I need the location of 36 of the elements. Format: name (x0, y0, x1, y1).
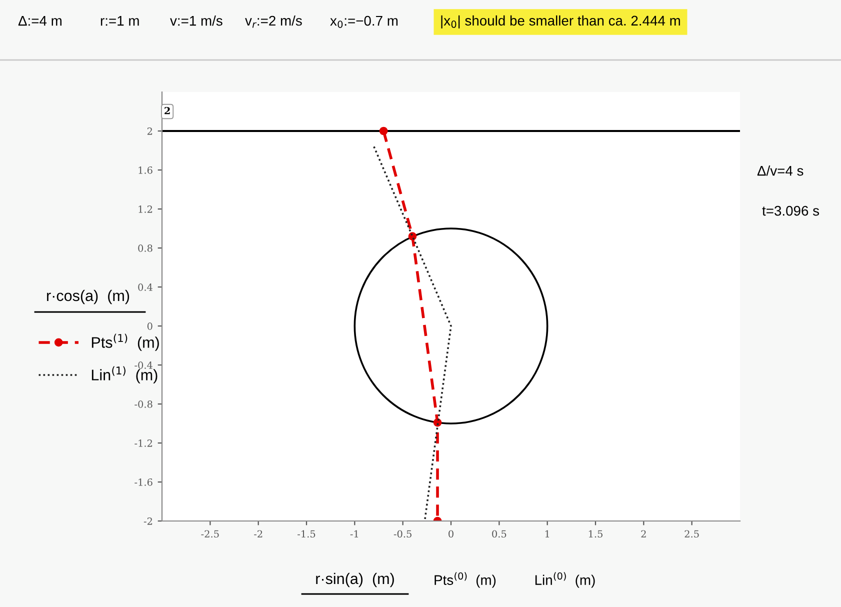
y-tick-label: -0.8 (134, 400, 152, 408)
ref-line-label: 2 (164, 106, 170, 114)
y-tick-label: -1.2 (134, 439, 152, 447)
text: x$_{0}$:=−0.7 m (330, 16, 398, 28)
x-tick-label: -1.5 (298, 530, 316, 538)
y-axis-title: r·cos(a) (m) (47, 290, 130, 304)
x-tick-label: 2.5 (684, 530, 699, 538)
x-tick-label: 0.5 (492, 530, 506, 538)
text: Δ:=4 m (18, 16, 62, 26)
x-tick-label: -2 (254, 530, 262, 538)
text: Lin$^{(0)}$ (m) (535, 572, 595, 588)
text: v$_{r}$:=2 m/s (245, 15, 302, 28)
x-tick-label: 1 (545, 530, 550, 538)
x-tick-label: 0 (448, 530, 454, 538)
y-tick-label: 1.2 (138, 205, 152, 213)
text: |x$_{0}$| should be smaller than ca. 2.444 m (441, 15, 680, 28)
text: Pts$^{(0)}$ (m) (434, 572, 496, 588)
y-tick-label: 0.4 (138, 283, 152, 291)
text: Δ/v=4 s (757, 166, 804, 176)
text: r:=1 m (100, 16, 139, 26)
text: v:=1 m/s (170, 16, 222, 26)
x-tick-label: -2.5 (201, 530, 219, 538)
x-tick-label: 2 (641, 530, 646, 538)
point (379, 126, 388, 136)
y-tick-label: 0 (147, 322, 152, 330)
y-tick-label: -1.6 (134, 478, 152, 486)
y-tick-label: 2 (147, 127, 152, 135)
text: t=3.096 s (762, 206, 820, 216)
x-axis-title: r·sin(a) (m) (316, 572, 394, 588)
x-tick-label: -1 (350, 530, 358, 538)
legend-label: Pts$^{(1)}$ (m) (92, 334, 159, 351)
y-tick-label: 1.6 (138, 166, 152, 174)
y-tick-label: -2 (144, 517, 152, 525)
y-tick-label: 0.8 (138, 244, 152, 252)
x-tick-label: 1.5 (588, 530, 602, 538)
x-tick-label: -0.5 (394, 530, 412, 538)
